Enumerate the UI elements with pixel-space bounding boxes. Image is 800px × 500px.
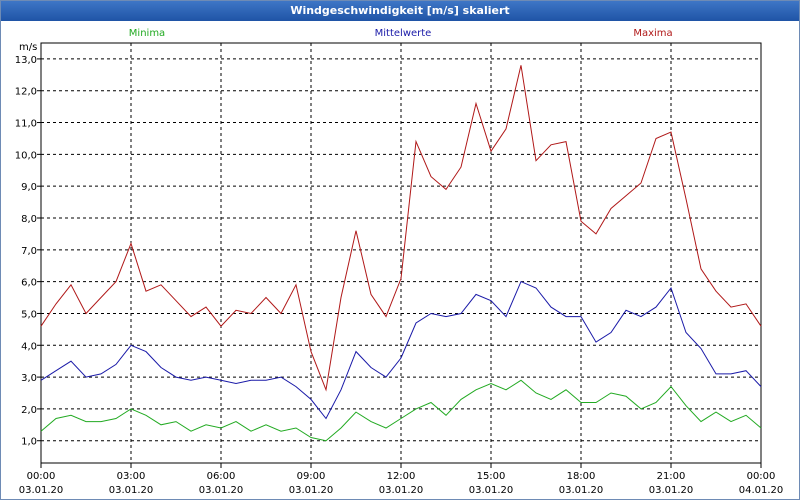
x-tick-time: 09:00 [297,471,326,482]
x-tick-date: 03.01.20 [109,485,154,496]
legend-minima: Minima [129,28,165,39]
y-tick-label: 5,0 [21,309,37,320]
chart-title: Windgeschwindigkeit [m/s] skaliert [1,1,799,21]
x-tick-labels: 00:00 03.01.20 03:00 03.01.20 06:00 03.01.20 0… [19,463,784,496]
series-line-mittelwerte [40,280,762,420]
x-tick-time: 00:00 [747,471,776,482]
x-tick-date: 03.01.20 [469,485,514,496]
x-tick-date: 03.01.20 [379,485,424,496]
x-tick-date: 03.01.20 [289,485,334,496]
y-tick-label: 6,0 [21,278,37,289]
x-tick-date: 03.01.20 [559,485,604,496]
x-tick-time: 15:00 [477,471,506,482]
y-tick-label: 2,0 [21,405,37,416]
y-tick-label: 13,0 [15,55,37,66]
y-tick-labels: 1,0 2,0 3,0 4,0 5,0 6,0 7,0 8,0 9,0 10,0 11,0 12,0 1… [15,55,41,448]
y-tick-label: 3,0 [21,373,37,384]
y-tick-label: 11,0 [15,119,37,130]
y-axis-label: m/s [19,42,37,53]
y-tick-label: 8,0 [21,214,37,225]
series-line-maxima [40,65,762,392]
legend-mittelwerte: Mittelwerte [375,28,432,39]
grid [41,43,761,463]
y-tick-label: 10,0 [15,150,37,161]
x-tick-time: 03:00 [117,471,146,482]
x-tick-time: 21:00 [657,471,686,482]
y-tick-label: 4,0 [21,341,37,352]
x-tick-date: 03.01.20 [199,485,244,496]
y-tick-label: 12,0 [15,87,37,98]
chart-canvas: 1,0 2,0 3,0 4,0 5,0 6,0 7,0 8,0 9,0 10,0 11,0 12,0 1… [15,28,784,496]
y-tick-label: 1,0 [21,437,37,448]
x-tick-date: 03.01.20 [649,485,694,496]
series-line-minima [40,379,762,442]
y-tick-label: 9,0 [21,182,37,193]
x-tick-date: 04.01.20 [739,485,784,496]
y-tick-label: 7,0 [21,246,37,257]
series-lines [40,65,762,442]
legend-maxima: Maxima [633,28,672,39]
x-tick-date: 03.01.20 [19,485,64,496]
x-tick-time: 00:00 [27,471,56,482]
x-tick-time: 12:00 [387,471,416,482]
x-tick-time: 18:00 [567,471,596,482]
x-tick-time: 06:00 [207,471,236,482]
